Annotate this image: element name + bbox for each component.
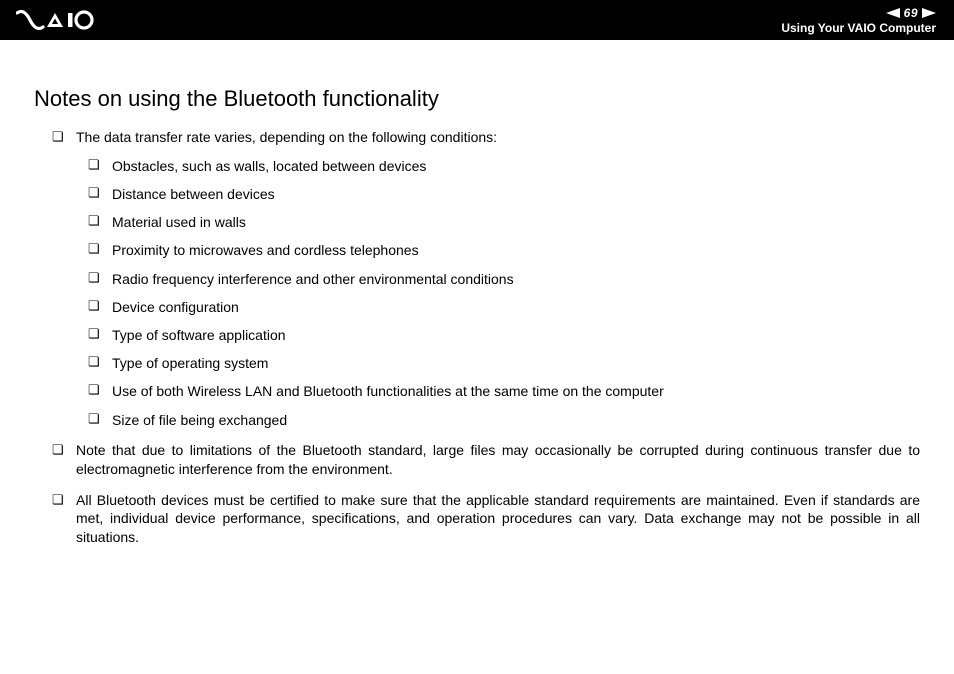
list-item-text: Radio frequency interference and other e… [112,271,514,287]
prev-page-arrow-icon[interactable] [886,8,900,18]
list-item: Material used in walls [88,213,920,231]
next-page-arrow-icon[interactable] [922,8,936,18]
list-item: Use of both Wireless LAN and Bluetooth f… [88,382,920,400]
page-number: 69 [904,6,918,20]
list-item: Note that due to limitations of the Blue… [52,441,920,479]
list-item: Type of operating system [88,354,920,372]
list-item: The data transfer rate varies, depending… [52,128,920,429]
section-title: Notes on using the Bluetooth functionali… [34,86,920,112]
list-item-text: All Bluetooth devices must be certified … [76,492,920,546]
list-item-text: The data transfer rate varies, depending… [76,129,497,145]
list-item-text: Device configuration [112,299,239,315]
list-item-text: Obstacles, such as walls, located betwee… [112,158,426,174]
list-item: Radio frequency interference and other e… [88,270,920,288]
page-content: Notes on using the Bluetooth functionali… [0,40,954,547]
header-subtitle: Using Your VAIO Computer [781,21,936,35]
list-item: All Bluetooth devices must be certified … [52,491,920,548]
list-item-text: Material used in walls [112,214,246,230]
page-nav: 69 [886,6,936,20]
page-header: 69 Using Your VAIO Computer [0,0,954,40]
header-right: 69 Using Your VAIO Computer [781,6,936,35]
list-item: Proximity to microwaves and cordless tel… [88,241,920,259]
list-item: Type of software application [88,326,920,344]
list-item-text: Note that due to limitations of the Blue… [76,442,920,477]
list-item-text: Type of operating system [112,355,268,371]
list-item-text: Proximity to microwaves and cordless tel… [112,242,419,258]
list-item: Size of file being exchanged [88,411,920,429]
list-item: Obstacles, such as walls, located betwee… [88,157,920,175]
notes-list: The data transfer rate varies, depending… [52,128,920,547]
list-item-text: Size of file being exchanged [112,412,287,428]
list-item: Distance between devices [88,185,920,203]
list-item-text: Distance between devices [112,186,275,202]
list-item-text: Use of both Wireless LAN and Bluetooth f… [112,383,664,399]
conditions-list: Obstacles, such as walls, located betwee… [88,157,920,429]
list-item: Device configuration [88,298,920,316]
list-item-text: Type of software application [112,327,286,343]
vaio-logo [16,10,112,30]
